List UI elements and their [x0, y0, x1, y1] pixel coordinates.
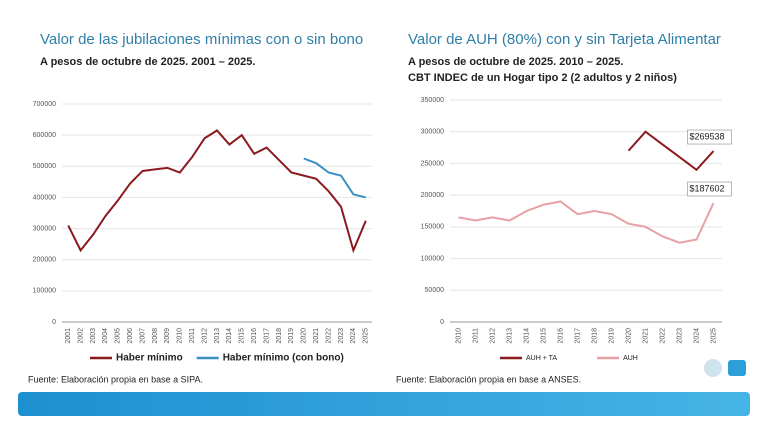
x-tick-label: 2001: [65, 328, 72, 344]
y-tick-label: 400000: [33, 194, 56, 201]
x-tick-label: 2002: [77, 328, 84, 344]
x-tick-label: 2021: [313, 328, 320, 344]
x-tick-label: 2008: [152, 328, 159, 344]
legend-label: AUH + TA: [526, 355, 557, 362]
source-note: Fuente: Elaboración propia en base a SIP…: [28, 374, 203, 384]
x-tick-label: 2007: [139, 328, 146, 344]
y-tick-label: 50000: [425, 287, 445, 294]
chart-subtitle: A pesos de octubre de 2025. 2001 – 2025.: [40, 56, 255, 68]
x-tick-label: 2022: [659, 328, 666, 344]
x-tick-label: 2019: [288, 328, 295, 344]
x-tick-label: 2011: [189, 328, 196, 343]
x-tick-label: 2012: [489, 328, 496, 344]
logo: [704, 359, 722, 377]
x-tick-label: 2024: [350, 328, 357, 344]
series-line: [303, 157, 367, 199]
chart-subtitle: CBT INDEC de un Hogar tipo 2 (2 adultos …: [408, 72, 677, 84]
value-label-box: [687, 129, 732, 145]
x-tick-label: 2017: [574, 328, 581, 344]
x-tick-label: 2018: [276, 328, 283, 344]
x-tick-label: 2014: [226, 328, 233, 344]
y-tick-label: 200000: [33, 257, 56, 264]
x-tick-label: 2024: [693, 328, 700, 344]
legend-label: AUH: [623, 355, 638, 362]
x-tick-label: 2018: [591, 328, 598, 344]
x-tick-label: 2025: [710, 328, 717, 344]
chart-title: Valor de AUH (80%) con y sin Tarjeta Ali…: [408, 31, 721, 48]
x-tick-label: 2014: [523, 328, 530, 344]
y-tick-label: 100000: [33, 288, 56, 295]
y-tick-label: 150000: [421, 224, 444, 231]
y-tick-label: 300000: [421, 129, 444, 136]
y-tick-label: 250000: [421, 160, 444, 167]
footer-bar: [18, 392, 750, 416]
x-tick-label: 2016: [251, 328, 258, 344]
x-tick-label: 2020: [301, 328, 308, 344]
series-line: [627, 130, 715, 172]
x-tick-label: 2004: [102, 328, 109, 344]
y-tick-label: 500000: [33, 163, 56, 170]
logo: [728, 360, 746, 376]
x-tick-label: 2023: [676, 328, 683, 344]
x-tick-label: 2006: [127, 328, 134, 344]
value-label: $187602: [690, 183, 725, 193]
x-tick-label: 2021: [642, 328, 649, 344]
y-tick-label: 600000: [33, 132, 56, 139]
series-line: [67, 129, 367, 254]
x-tick-label: 2003: [90, 328, 97, 344]
y-tick-label: 700000: [33, 101, 56, 108]
x-tick-label: 2025: [363, 328, 370, 344]
x-tick-label: 2012: [201, 328, 208, 344]
x-tick-label: 2011: [472, 328, 479, 343]
x-tick-label: 2009: [164, 328, 171, 344]
y-tick-label: 0: [440, 319, 444, 326]
x-tick-label: 2015: [239, 328, 246, 344]
value-label-box: [687, 181, 732, 197]
legend-label: Haber mínimo (con bono): [223, 353, 344, 364]
x-tick-label: 2010: [455, 328, 462, 344]
y-tick-label: 0: [52, 319, 56, 326]
x-tick-label: 2017: [263, 328, 270, 344]
y-tick-label: 350000: [421, 97, 444, 104]
y-tick-label: 200000: [421, 192, 444, 199]
legend-label: Haber mínimo: [116, 353, 183, 364]
source-note: Fuente: Elaboración propia en base a ANS…: [396, 374, 581, 384]
chart-subtitle: A pesos de octubre de 2025. 2010 – 2025.: [408, 56, 623, 68]
y-tick-label: 100000: [421, 255, 444, 262]
value-label: $269538: [690, 131, 725, 141]
x-tick-label: 2020: [625, 328, 632, 344]
series-line: [458, 200, 715, 244]
x-tick-label: 2019: [608, 328, 615, 344]
y-tick-label: 300000: [33, 225, 56, 232]
x-tick-label: 2013: [506, 328, 513, 344]
x-tick-label: 2015: [540, 328, 547, 344]
x-tick-label: 2023: [338, 328, 345, 344]
x-tick-label: 2013: [214, 328, 221, 344]
chart-title: Valor de las jubilaciones mínimas con o …: [40, 31, 363, 48]
x-tick-label: 2022: [325, 328, 332, 344]
x-tick-label: 2016: [557, 328, 564, 344]
x-tick-label: 2010: [177, 328, 184, 344]
x-tick-label: 2005: [115, 328, 122, 344]
